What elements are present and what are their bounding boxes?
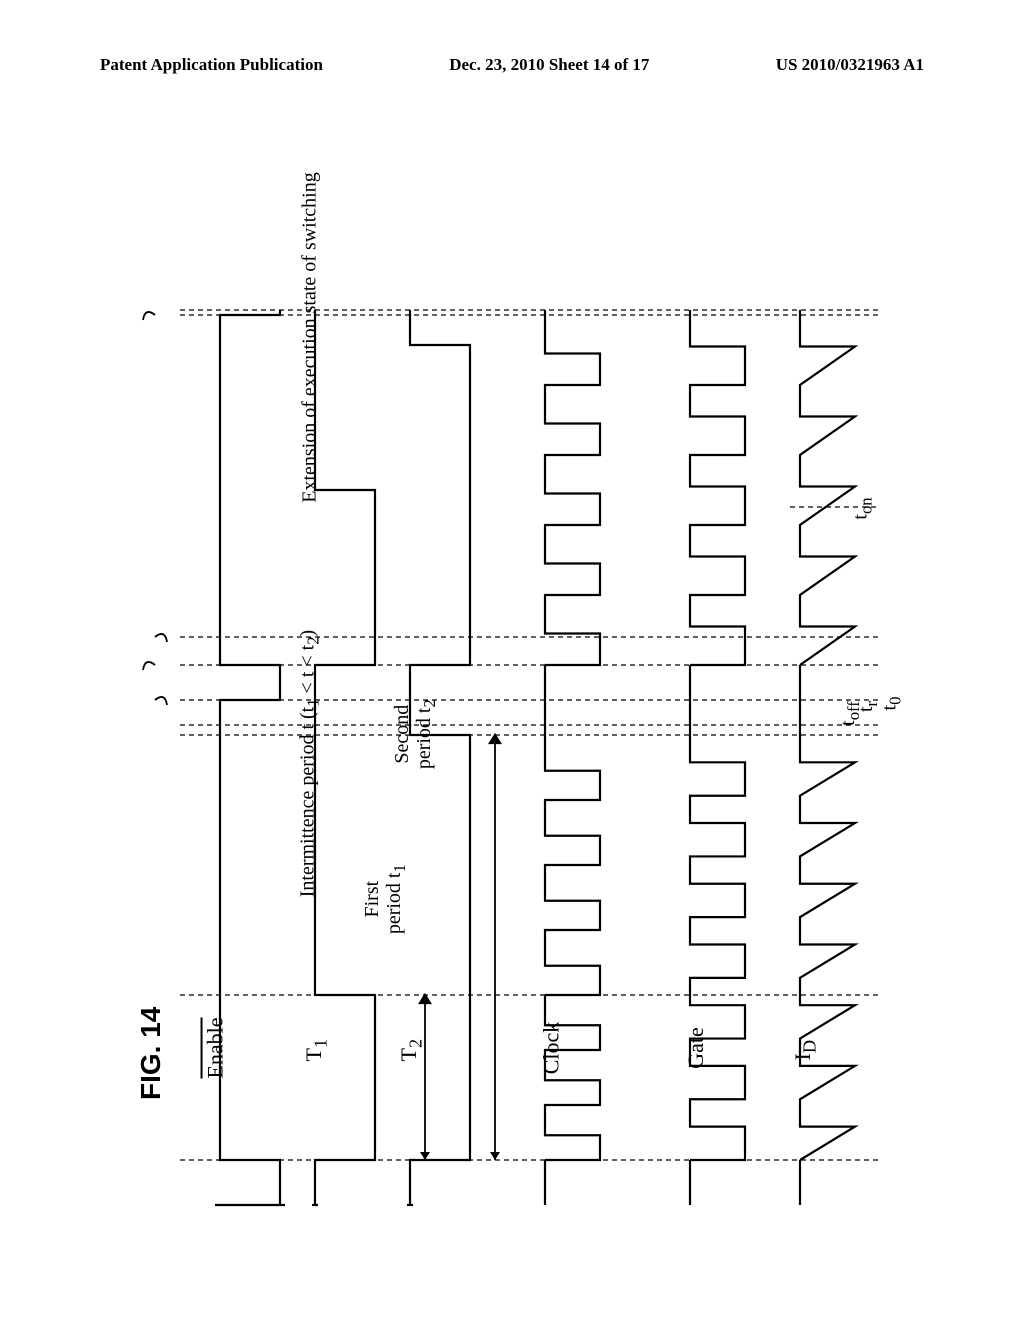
- figure-label: FIG. 14: [135, 1007, 167, 1100]
- label-t0: t0: [878, 697, 905, 711]
- header-right: US 2010/0321963 A1: [776, 55, 924, 75]
- header-left: Patent Application Publication: [100, 55, 323, 75]
- page-header: Patent Application Publication Dec. 23, …: [0, 55, 1024, 75]
- timing-diagram: [180, 150, 880, 1210]
- header-center: Dec. 23, 2010 Sheet 14 of 17: [449, 55, 649, 75]
